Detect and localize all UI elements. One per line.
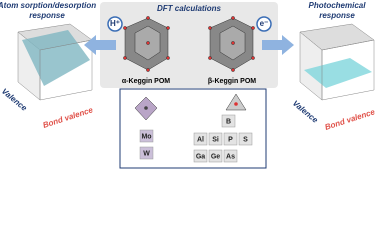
right-title: Photochemical [309, 1, 367, 10]
element-tile [223, 149, 238, 163]
element-tile [139, 146, 154, 160]
left-plot [17, 23, 93, 101]
structure-label: α-Keggin POM [122, 78, 170, 85]
proton-circle [107, 16, 123, 32]
alpha-keggin [123, 16, 170, 72]
element-tile [221, 114, 236, 128]
left-title: response [29, 11, 65, 20]
element-tile [208, 132, 223, 146]
dft-title: DFT calculations [157, 4, 222, 13]
element-symbol: B [226, 118, 231, 125]
electron-label: e⁻ [260, 19, 269, 28]
element-symbol: Al [197, 136, 204, 143]
tetrahedron [225, 93, 247, 111]
element-tile [139, 129, 154, 143]
element-symbol: P [228, 136, 233, 143]
left-axis-x: Bond valence [42, 105, 95, 130]
proton-label: H⁺ [110, 19, 120, 28]
structure-label: β-Keggin POM [208, 78, 256, 85]
right-title: response [319, 11, 355, 20]
element-symbol: Ga [196, 153, 205, 160]
right-arrow [262, 35, 294, 55]
octahedron [134, 96, 158, 121]
right-axis-y: Valence [291, 99, 320, 125]
left-title: Atom sorption/desorption [0, 1, 96, 10]
element-symbol: S [243, 136, 248, 143]
electron-circle [256, 16, 272, 32]
element-symbol: Mo [141, 133, 151, 140]
element-symbol: Si [212, 136, 219, 143]
element-tile [208, 149, 223, 163]
left-arrow [84, 35, 116, 55]
element-symbol: W [143, 150, 150, 157]
element-tile [223, 132, 238, 146]
element-tile [193, 149, 208, 163]
element-tile [193, 132, 208, 146]
right-axis-x: Bond valence [324, 107, 377, 132]
graphical-abstract: Atom sorption/desorption response Valenc… [0, 1, 377, 169]
right-plot [299, 23, 375, 101]
element-symbol: Ge [211, 153, 220, 160]
left-axis-y: Valence [0, 87, 29, 113]
beta-keggin [208, 16, 255, 72]
element-symbol: As [226, 153, 235, 160]
element-tile [238, 132, 253, 146]
